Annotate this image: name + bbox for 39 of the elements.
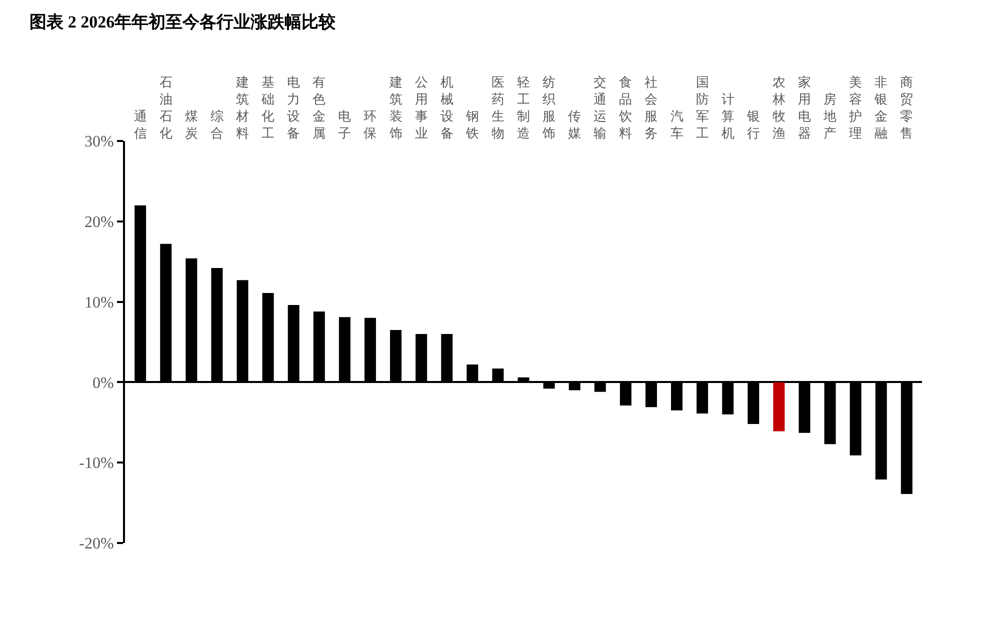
x-tick-label: 石油石化 (159, 74, 172, 140)
y-tick-label: 10% (84, 294, 114, 312)
x-tick-label: 交通运输 (594, 74, 607, 140)
x-tick-label: 农林牧渔 (771, 74, 786, 140)
x-tick-label: 医药生物 (491, 74, 504, 140)
x-tick-label: 公用事业 (414, 74, 428, 140)
x-tick-label: 传媒 (568, 108, 582, 140)
x-tick-label: 煤炭 (184, 108, 198, 140)
chart-title: 图表 2 2026年年初至今各行业涨跌幅比较 (30, 12, 337, 32)
x-tick-label: 电力设备 (287, 74, 300, 140)
x-tick-label: 建筑材料 (235, 74, 250, 140)
x-tick-label: 建筑装饰 (388, 74, 402, 140)
x-tick-label: 商贸零售 (900, 74, 914, 140)
x-tick-label: 计算机 (721, 92, 734, 140)
x-tick-label: 轻工制造 (517, 74, 530, 140)
y-tick-label: -20% (79, 536, 114, 553)
x-tick-label: 有色金属 (312, 74, 326, 140)
y-tick-label: 20% (84, 214, 114, 231)
y-tick-label: -10% (79, 455, 114, 472)
x-tick-label: 非银金融 (874, 74, 888, 140)
x-tick-label: 钢铁 (464, 108, 479, 140)
x-tick-label: 基础化工 (260, 74, 275, 140)
x-tick-label: 环保 (364, 108, 377, 140)
x-tick-label: 社会服务 (644, 74, 658, 140)
x-tick-label: 机械设备 (440, 74, 454, 140)
x-tick-label: 纺织服饰 (542, 74, 556, 140)
x-tick-label: 家用电器 (798, 74, 811, 140)
x-tick-label: 银行 (746, 108, 760, 140)
x-tick-label: 美容护理 (848, 74, 862, 140)
bar (773, 382, 785, 432)
x-tick-label: 汽车 (670, 108, 684, 140)
x-tick-label: 电子 (338, 108, 352, 140)
x-tick-label: 综合 (210, 108, 224, 140)
x-tick-label: 国防军工 (696, 74, 709, 140)
y-tick-label: 0% (92, 374, 114, 392)
x-tick-label: 通信 (134, 108, 147, 140)
y-tick-label: 30% (84, 134, 114, 151)
x-tick-label: 房地产 (822, 92, 837, 140)
x-tick-label: 食品饮料 (618, 74, 632, 140)
